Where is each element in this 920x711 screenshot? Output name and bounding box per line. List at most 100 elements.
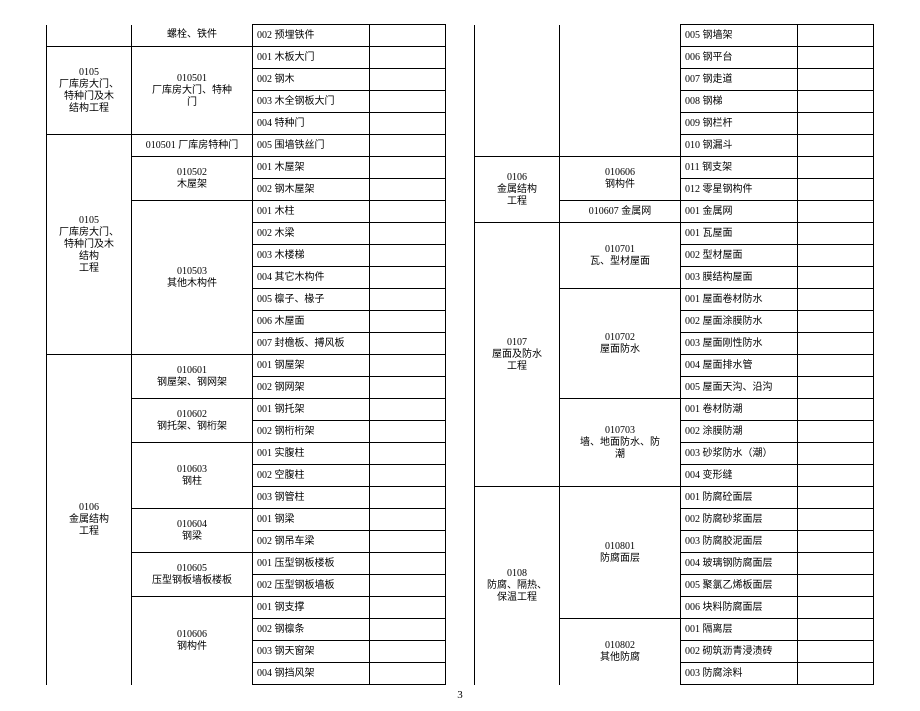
- col-blank: [798, 245, 874, 267]
- page-number: 3: [0, 685, 920, 711]
- col-blank: [370, 267, 446, 289]
- col-item: 004 钢挡风架: [253, 663, 370, 685]
- col-item: 002 砌筑沥青浸渍砖: [681, 641, 798, 663]
- col-blank: [798, 531, 874, 553]
- col-item: 005 檩子、椽子: [253, 289, 370, 311]
- col-blank: [370, 47, 446, 69]
- col-blank: [370, 333, 446, 355]
- col-level2: 010607 金属网: [560, 201, 681, 223]
- table-row: 0108防腐、隔热、保温工程010801防腐面层001 防腐砼面层: [475, 487, 874, 509]
- col-blank: [798, 157, 874, 179]
- col-blank: [370, 201, 446, 223]
- col-blank: [798, 377, 874, 399]
- col-item: 003 钢管柱: [253, 487, 370, 509]
- col-item: 002 空腹柱: [253, 465, 370, 487]
- left-table: 螺栓、铁件002 预埋铁件0105厂库房大门、特种门及木结构工程010501厂库…: [46, 24, 446, 685]
- col-level2: 010604钢梁: [132, 509, 253, 553]
- col-blank: [798, 289, 874, 311]
- col-blank: [798, 267, 874, 289]
- col-item: 003 砂浆防水（潮）: [681, 443, 798, 465]
- col-blank: [370, 223, 446, 245]
- col-blank: [798, 553, 874, 575]
- col-item: 001 隔离层: [681, 619, 798, 641]
- col-item: 001 钢屋架: [253, 355, 370, 377]
- col-item: 005 聚氯乙烯板面层: [681, 575, 798, 597]
- col-blank: [370, 597, 446, 619]
- col-item: 001 钢支撑: [253, 597, 370, 619]
- col-blank: [798, 135, 874, 157]
- col-blank: [370, 619, 446, 641]
- col-blank: [370, 421, 446, 443]
- col-item: 001 金属网: [681, 201, 798, 223]
- col-blank: [798, 663, 874, 685]
- col-level1: 0106金属结构工程: [47, 355, 132, 685]
- col-item: 002 涂膜防潮: [681, 421, 798, 443]
- col-item: 007 封檐板、搏风板: [253, 333, 370, 355]
- table-row: 螺栓、铁件002 预埋铁件: [47, 25, 446, 47]
- col-blank: [370, 399, 446, 421]
- right-column: 005 钢墙架006 钢平台007 钢走道008 钢梯009 钢栏杆010 钢漏…: [474, 24, 874, 685]
- col-blank: [798, 47, 874, 69]
- col-item: 003 防腐胶泥面层: [681, 531, 798, 553]
- col-level2: 010501 厂库房特种门: [132, 135, 253, 157]
- col-blank: [370, 179, 446, 201]
- col-level1: 0107屋面及防水工程: [475, 223, 560, 487]
- col-blank: [370, 465, 446, 487]
- col-level2: 010703墙、地面防水、防潮: [560, 399, 681, 487]
- col-item: 001 屋面卷材防水: [681, 289, 798, 311]
- col-blank: [798, 91, 874, 113]
- col-blank: [798, 311, 874, 333]
- col-item: 004 玻璃钢防腐面层: [681, 553, 798, 575]
- col-level2: 螺栓、铁件: [132, 25, 253, 47]
- col-blank: [798, 421, 874, 443]
- col-blank: [798, 597, 874, 619]
- page: 螺栓、铁件002 预埋铁件0105厂库房大门、特种门及木结构工程010501厂库…: [0, 0, 920, 651]
- col-item: 005 屋面天沟、沿沟: [681, 377, 798, 399]
- col-level2: [560, 25, 681, 157]
- col-blank: [370, 377, 446, 399]
- col-item: 006 块料防腐面层: [681, 597, 798, 619]
- col-level1: 0106金属结构工程: [475, 157, 560, 223]
- col-blank: [798, 201, 874, 223]
- col-level2: 010502木屋架: [132, 157, 253, 201]
- col-item: 003 木全钢板大门: [253, 91, 370, 113]
- col-item: 002 钢桁桁架: [253, 421, 370, 443]
- col-item: 003 木楼梯: [253, 245, 370, 267]
- col-item: 003 防腐涂料: [681, 663, 798, 685]
- col-blank: [370, 25, 446, 47]
- col-level2: 010702屋面防水: [560, 289, 681, 399]
- col-level2: 010602钢托架、钢桁架: [132, 399, 253, 443]
- table-row: 0106金属结构工程010601钢屋架、钢网架001 钢屋架: [47, 355, 446, 377]
- col-blank: [370, 663, 446, 685]
- col-item: 001 瓦屋面: [681, 223, 798, 245]
- col-item: 011 钢支架: [681, 157, 798, 179]
- col-level1: 0108防腐、隔热、保温工程: [475, 487, 560, 685]
- col-item: 003 膜结构屋面: [681, 267, 798, 289]
- col-level2: 010603钢柱: [132, 443, 253, 509]
- col-item: 001 钢托架: [253, 399, 370, 421]
- col-item: 002 钢网架: [253, 377, 370, 399]
- col-item: 002 型材屋面: [681, 245, 798, 267]
- col-item: 009 钢栏杆: [681, 113, 798, 135]
- col-level2: 010606钢构件: [560, 157, 681, 201]
- col-blank: [798, 69, 874, 91]
- col-blank: [798, 509, 874, 531]
- col-blank: [798, 113, 874, 135]
- col-item: 002 压型钢板墙板: [253, 575, 370, 597]
- col-item: 002 钢木: [253, 69, 370, 91]
- col-item: 001 卷材防潮: [681, 399, 798, 421]
- table-row: 0105厂库房大门、特种门及木结构工程010501 厂库房特种门005 围墙铁丝…: [47, 135, 446, 157]
- col-item: 006 木屋面: [253, 311, 370, 333]
- col-item: 002 屋面涂膜防水: [681, 311, 798, 333]
- col-blank: [370, 355, 446, 377]
- col-item: 002 钢吊车梁: [253, 531, 370, 553]
- col-blank: [370, 135, 446, 157]
- col-level1: [475, 25, 560, 157]
- col-level2: 010802其他防腐: [560, 619, 681, 685]
- col-blank: [370, 157, 446, 179]
- col-level2: 010605压型钢板墙板楼板: [132, 553, 253, 597]
- col-item: 002 预埋铁件: [253, 25, 370, 47]
- col-blank: [370, 113, 446, 135]
- col-blank: [370, 553, 446, 575]
- col-item: 001 压型钢板楼板: [253, 553, 370, 575]
